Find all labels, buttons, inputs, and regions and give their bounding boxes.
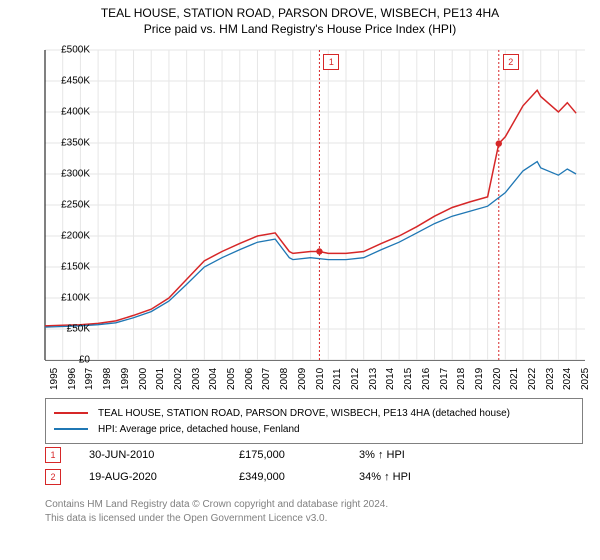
- sale-marker-box: 1: [45, 447, 61, 463]
- xtick-label: 1996: [67, 368, 78, 390]
- xtick-label: 2005: [226, 368, 237, 390]
- ytick-label: £100K: [0, 293, 90, 304]
- xtick-label: 2017: [439, 368, 450, 390]
- xtick-label: 2023: [545, 368, 556, 390]
- legend-label-2: HPI: Average price, detached house, Fenl…: [98, 424, 300, 435]
- xtick-label: 2012: [350, 368, 361, 390]
- xtick-label: 2024: [562, 368, 573, 390]
- footer-line-2: This data is licensed under the Open Gov…: [45, 512, 388, 526]
- ytick-label: £250K: [0, 200, 90, 211]
- legend-row-2: HPI: Average price, detached house, Fenl…: [54, 421, 574, 437]
- plot-svg: [45, 50, 585, 360]
- xtick-label: 2019: [474, 368, 485, 390]
- xtick-label: 2016: [421, 368, 432, 390]
- xtick-label: 2002: [173, 368, 184, 390]
- chart-area: [45, 50, 585, 360]
- ytick-label: £200K: [0, 231, 90, 242]
- sale-row: 1 30-JUN-2010£175,0003% ↑ HPI: [45, 444, 583, 466]
- xtick-label: 2008: [279, 368, 290, 390]
- xtick-label: 2007: [261, 368, 272, 390]
- xtick-label: 2011: [332, 368, 343, 390]
- ytick-label: £150K: [0, 262, 90, 273]
- sale-date: 30-JUN-2010: [89, 449, 239, 461]
- sale-price: £175,000: [239, 449, 359, 461]
- xtick-label: 2014: [385, 368, 396, 390]
- xtick-label: 2020: [492, 368, 503, 390]
- xtick-label: 2010: [315, 368, 326, 390]
- xtick-label: 2006: [244, 368, 255, 390]
- xtick-label: 2004: [208, 368, 219, 390]
- sale-price: £349,000: [239, 471, 359, 483]
- legend-label-1: TEAL HOUSE, STATION ROAD, PARSON DROVE, …: [98, 408, 510, 419]
- xtick-label: 2025: [580, 368, 591, 390]
- title-line-1: TEAL HOUSE, STATION ROAD, PARSON DROVE, …: [0, 6, 600, 20]
- xtick-label: 1998: [102, 368, 113, 390]
- xtick-label: 2009: [297, 368, 308, 390]
- legend-row-1: TEAL HOUSE, STATION ROAD, PARSON DROVE, …: [54, 405, 574, 421]
- ytick-label: £450K: [0, 76, 90, 87]
- ytick-label: £500K: [0, 45, 90, 56]
- xtick-label: 2018: [456, 368, 467, 390]
- ytick-label: £350K: [0, 138, 90, 149]
- sale-row: 2 19-AUG-2020£349,00034% ↑ HPI: [45, 466, 583, 488]
- ytick-label: £400K: [0, 107, 90, 118]
- xtick-label: 1995: [49, 368, 60, 390]
- title-line-2: Price paid vs. HM Land Registry's House …: [0, 22, 600, 36]
- legend-swatch-2: [54, 428, 88, 430]
- xtick-label: 2001: [155, 368, 166, 390]
- sale-hpi: 34% ↑ HPI: [359, 471, 583, 483]
- legend-box: TEAL HOUSE, STATION ROAD, PARSON DROVE, …: [45, 398, 583, 444]
- sales-table: 1 30-JUN-2010£175,0003% ↑ HPI 2 19-AUG-2020…: [45, 444, 583, 488]
- title-block: TEAL HOUSE, STATION ROAD, PARSON DROVE, …: [0, 0, 600, 36]
- xtick-label: 2003: [191, 368, 202, 390]
- ytick-label: £0: [0, 355, 90, 366]
- sale-hpi: 3% ↑ HPI: [359, 449, 583, 461]
- xtick-label: 2013: [368, 368, 379, 390]
- xtick-label: 2021: [509, 368, 520, 390]
- legend-swatch-1: [54, 412, 88, 414]
- xtick-label: 2000: [138, 368, 149, 390]
- ytick-label: £300K: [0, 169, 90, 180]
- xtick-label: 2022: [527, 368, 538, 390]
- xtick-label: 2015: [403, 368, 414, 390]
- xtick-label: 1997: [84, 368, 95, 390]
- footer-line-1: Contains HM Land Registry data © Crown c…: [45, 498, 388, 512]
- sale-marker-label: 2: [503, 54, 519, 70]
- xtick-label: 1999: [120, 368, 131, 390]
- footer: Contains HM Land Registry data © Crown c…: [45, 498, 388, 525]
- ytick-label: £50K: [0, 324, 90, 335]
- sale-marker-box: 2: [45, 469, 61, 485]
- sale-date: 19-AUG-2020: [89, 471, 239, 483]
- chart-container: TEAL HOUSE, STATION ROAD, PARSON DROVE, …: [0, 0, 600, 560]
- sale-marker-label: 1: [323, 54, 339, 70]
